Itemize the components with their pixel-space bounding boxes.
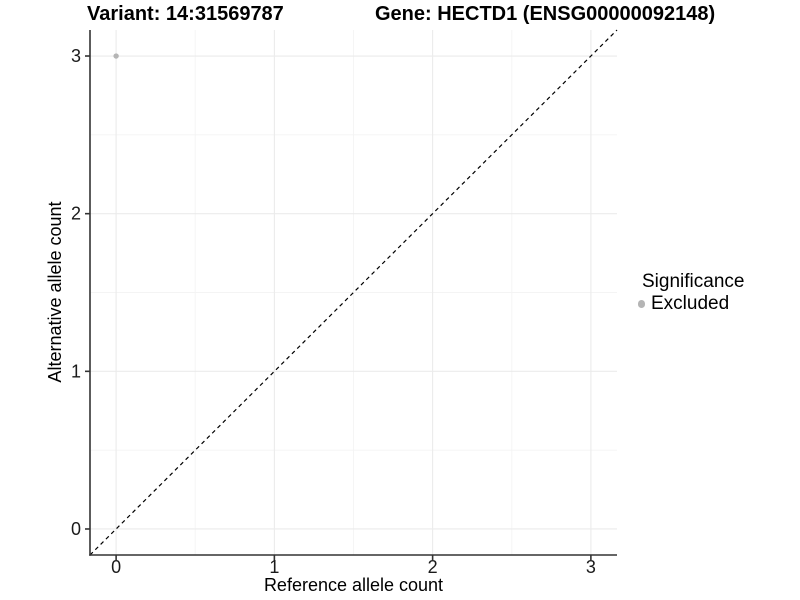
plot-title-variant: Variant: 14:31569787 [87, 3, 284, 25]
plot-title-gene: Gene: HECTD1 (ENSG00000092148) [375, 3, 716, 25]
x-axis-title: Reference allele count [263, 575, 444, 595]
identity-dashed-line [89, 29, 618, 556]
legend-item-excluded: Excluded [632, 293, 744, 315]
y-tick-label: 2 [71, 204, 81, 224]
x-tick-label: 3 [586, 557, 596, 577]
y-tick-label: 3 [71, 46, 81, 66]
y-axis-title: Alternative allele count [45, 201, 65, 383]
legend-key-dot [637, 300, 646, 308]
legend-item-label: Excluded [651, 293, 730, 314]
y-tick-label: 0 [71, 519, 81, 539]
x-tick-label: 2 [428, 557, 438, 577]
legend: Significance Excluded [632, 271, 744, 315]
legend-title: Significance [642, 271, 745, 292]
legend-key [632, 295, 651, 314]
x-tick-label: 0 [111, 557, 121, 577]
x-tick-label: 1 [269, 557, 279, 577]
data-point [113, 53, 119, 59]
y-tick-label: 1 [71, 361, 81, 381]
